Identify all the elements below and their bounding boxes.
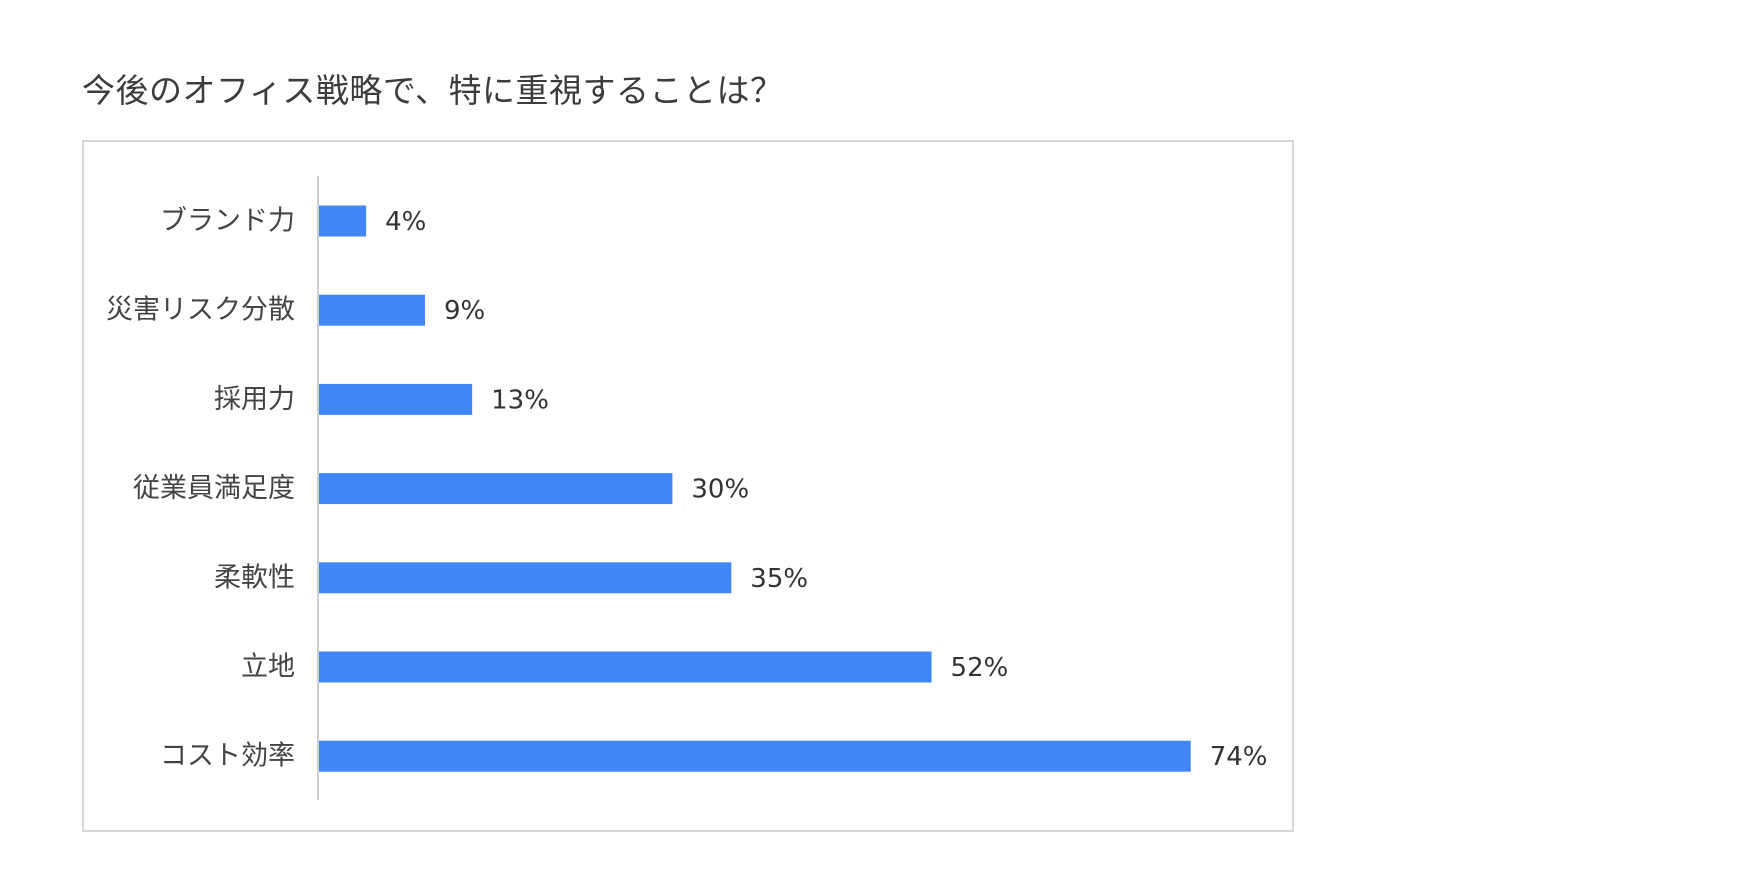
value-label: 35% <box>750 564 808 594</box>
value-label: 52% <box>951 653 1009 683</box>
chart-title: 今後のオフィス戦略で、特に重視することは？ <box>82 71 784 110</box>
bar-5 <box>319 562 732 594</box>
bar-1 <box>319 205 367 237</box>
category-label: 災害リスク分散 <box>106 295 295 326</box>
bar-6 <box>319 651 932 683</box>
bars-group: ブランド力 4% 災害リスク分散 9% 採用力 13% 従業員満足度 30% 柔軟性 35% 立地 5… <box>106 205 1268 772</box>
value-label: 30% <box>691 475 749 505</box>
value-label: 4% <box>385 207 426 237</box>
chart-frame <box>82 140 1294 832</box>
bar-2 <box>319 294 426 326</box>
value-label: 9% <box>444 296 485 326</box>
category-label: 採用力 <box>214 384 295 415</box>
value-label: 74% <box>1210 742 1268 772</box>
category-label: 柔軟性 <box>214 562 295 593</box>
category-label: 立地 <box>241 652 295 683</box>
category-label: ブランド力 <box>160 206 295 237</box>
bar-7 <box>319 740 1191 772</box>
category-label: コスト効率 <box>160 741 295 772</box>
bar-3 <box>319 383 473 415</box>
value-label: 13% <box>491 385 549 415</box>
bar-4 <box>319 473 673 505</box>
category-label: 従業員満足度 <box>133 473 295 504</box>
